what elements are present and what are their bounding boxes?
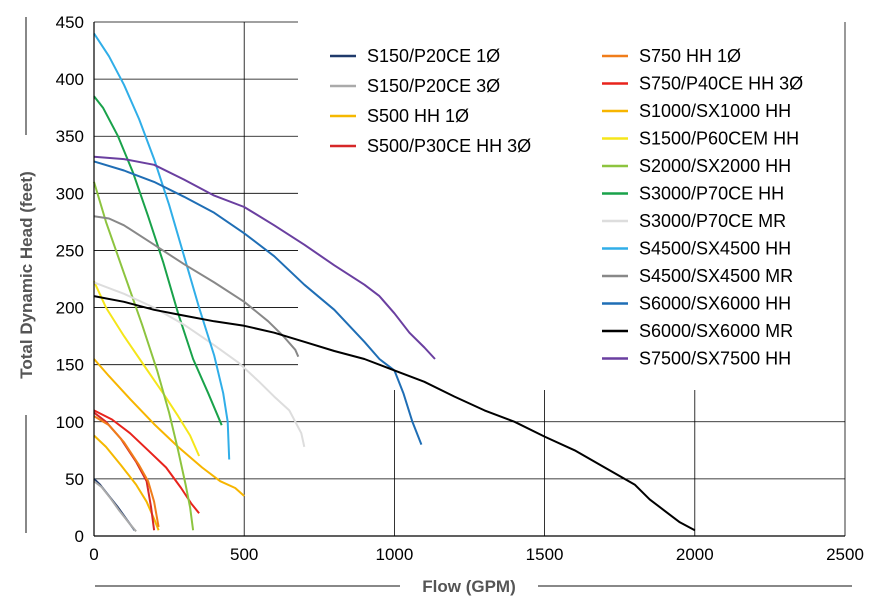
plot-lines <box>93 32 696 533</box>
legend-label: S6000/SX6000 MR <box>639 321 793 341</box>
y-tick-label: 250 <box>56 241 84 260</box>
series-line <box>93 160 423 445</box>
x-tick-label: 2500 <box>826 545 864 564</box>
series-line <box>93 215 300 358</box>
legend-label: S750 HH 1Ø <box>639 46 741 66</box>
y-axis-title: Total Dynamic Head (feet) <box>17 171 36 379</box>
y-tick-labels: 0 50 100 150 200 250 300 350 400 450 <box>56 13 84 546</box>
series-line <box>93 295 696 532</box>
legend-label: S500/P30CE HH 3Ø <box>367 136 531 156</box>
x-tick-label: 500 <box>230 545 258 564</box>
series-line <box>93 95 223 426</box>
legend-label: S3000/P70CE MR <box>639 211 786 231</box>
legend: S150/P20CE 1Ø S150/P20CE 3Ø S500 HH 1Ø S500… <box>330 46 803 369</box>
y-tick-label: 400 <box>56 70 84 89</box>
x-tick-label: 1000 <box>375 545 413 564</box>
legend-label: S7500/SX7500 HH <box>639 349 791 369</box>
series-line <box>93 32 231 460</box>
legend-label: S2000/SX2000 HH <box>639 156 791 176</box>
legend-label: S4500/SX4500 MR <box>639 266 793 286</box>
y-tick-label: 350 <box>56 127 84 146</box>
axes <box>93 22 845 537</box>
x-tick-labels: 0 500 1000 1500 2000 2500 <box>89 545 864 564</box>
grid <box>94 21 846 536</box>
series-line <box>93 411 156 531</box>
series-line <box>93 181 195 531</box>
legend-label: S6000/SX6000 HH <box>639 294 791 314</box>
y-tick-label: 450 <box>56 13 84 32</box>
x-tick-label: 1500 <box>526 545 564 564</box>
series-line <box>93 434 160 531</box>
y-tick-label: 50 <box>65 470 84 489</box>
x-axis-title: Flow (GPM) <box>422 577 515 596</box>
legend-label: S3000/P70CE HH <box>639 184 784 204</box>
series-line <box>93 415 160 528</box>
legend-label: S4500/SX4500 HH <box>639 239 791 259</box>
series-line <box>93 358 245 497</box>
series-line <box>93 480 137 533</box>
y-tick-label: 100 <box>56 413 84 432</box>
y-tick-label: 0 <box>75 527 84 546</box>
y-tick-label: 300 <box>56 184 84 203</box>
legend-label: S500 HH 1Ø <box>367 106 469 126</box>
legend-label: S150/P20CE 1Ø <box>367 46 500 66</box>
y-tick-label: 200 <box>56 299 84 318</box>
x-tick-label: 2000 <box>676 545 714 564</box>
legend-label: S1000/SX1000 HH <box>639 101 791 121</box>
legend-label: S1500/P60CEM HH <box>639 129 799 149</box>
legend-label: S750/P40CE HH 3Ø <box>639 74 803 94</box>
series-line <box>93 280 201 457</box>
x-tick-label: 0 <box>89 545 98 564</box>
series-line <box>93 281 306 448</box>
y-tick-label: 150 <box>56 356 84 375</box>
legend-label: S150/P20CE 3Ø <box>367 76 500 96</box>
series-line <box>93 155 436 360</box>
